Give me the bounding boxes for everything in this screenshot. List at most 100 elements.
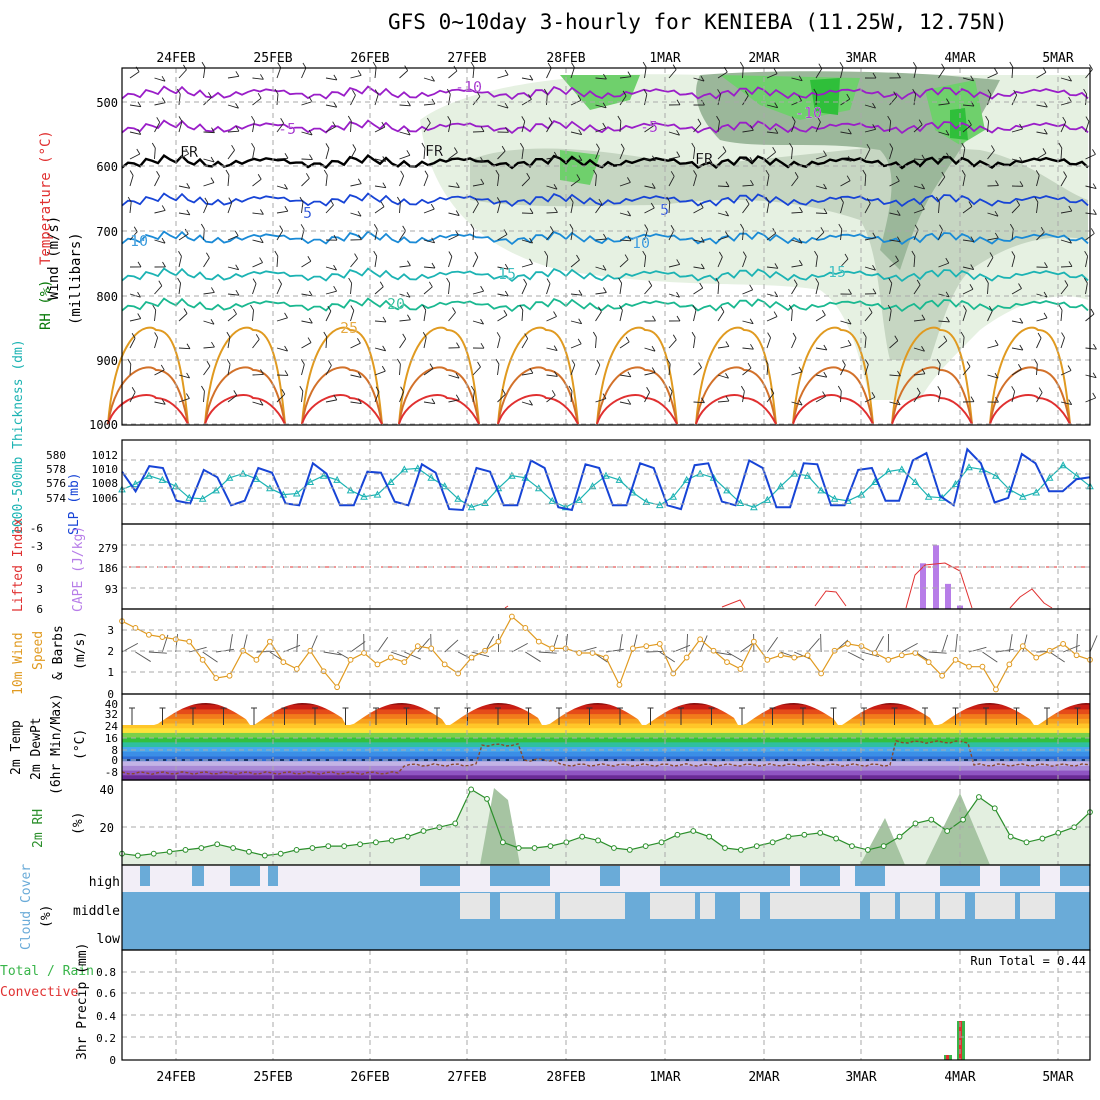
wind-barb-flag xyxy=(407,100,411,107)
wind-barb-flag xyxy=(455,210,460,216)
wind-barb xyxy=(154,369,165,376)
wind-barb xyxy=(693,337,696,349)
wind-barb-flag xyxy=(897,72,901,79)
wind-barb xyxy=(807,638,820,653)
ylabel-dewpt: 2m DewPt xyxy=(29,717,44,780)
wind-barb xyxy=(178,347,191,350)
precip-chart xyxy=(944,1021,965,1060)
wind-barb xyxy=(471,651,490,657)
high-cloud xyxy=(600,866,620,886)
wind-barb xyxy=(717,400,729,403)
wind-barb-flag xyxy=(357,398,362,404)
data-point xyxy=(134,852,141,859)
wind-barb xyxy=(276,67,282,79)
wind-barb xyxy=(791,371,803,376)
date-label-bottom: 3MAR xyxy=(845,1070,876,1085)
data-point xyxy=(320,668,327,675)
wind-barb xyxy=(619,148,625,160)
wind-barb-flag xyxy=(596,359,601,366)
ylabel-wind-units: (m/s) xyxy=(73,631,88,670)
wind-barb-flag xyxy=(251,142,255,149)
data-point xyxy=(939,672,946,679)
wind-barb-flag xyxy=(670,171,675,177)
data-point xyxy=(293,846,300,853)
contour-label: -5 xyxy=(640,118,658,136)
date-label-bottom: 25FEB xyxy=(253,1070,292,1085)
wind-barb-flag xyxy=(921,346,925,352)
wind-barb-flag xyxy=(431,98,436,105)
data-point xyxy=(776,482,785,490)
wind-barb-flag xyxy=(211,127,215,133)
wind-barb-flag xyxy=(989,252,994,258)
wind-barb xyxy=(815,155,827,160)
data-point xyxy=(515,845,522,851)
wind-barb xyxy=(399,70,408,79)
temp-color-band xyxy=(122,709,1090,715)
wind-barb xyxy=(1036,202,1039,214)
wind-barb-flag xyxy=(260,369,264,375)
wind-barb-flag xyxy=(529,258,533,265)
contour-label: FR xyxy=(180,143,199,161)
wind-barb xyxy=(256,650,275,653)
wind-barb xyxy=(404,651,422,660)
wind-barb xyxy=(350,120,352,133)
wind-barb xyxy=(619,401,631,405)
wind-barb xyxy=(938,157,950,160)
wind-barb xyxy=(717,311,725,322)
wind-barb-flag xyxy=(380,201,385,207)
ylabel-temp: 2m Temp xyxy=(9,720,24,775)
temp-color-band xyxy=(122,704,1090,711)
wind-barb xyxy=(448,121,452,133)
wind-barb xyxy=(742,367,752,376)
wind-barb-flag xyxy=(470,61,475,68)
wind-barb xyxy=(766,266,778,269)
wind-barb xyxy=(350,149,357,160)
wind-barb xyxy=(1036,175,1040,187)
wind-barb xyxy=(350,374,362,378)
wind-barb-flag xyxy=(1092,183,1097,189)
wind-barb xyxy=(1036,131,1048,135)
wind-barb xyxy=(570,293,582,296)
wind-barb xyxy=(374,320,386,323)
wind-barb-flag xyxy=(598,306,602,312)
wind-barb xyxy=(693,123,702,133)
wind-barb xyxy=(962,266,974,270)
wind-barb xyxy=(570,343,582,349)
temp-tick: -8 xyxy=(105,766,118,779)
wind-barb xyxy=(840,180,851,187)
wind-barb-flag xyxy=(744,90,749,96)
wind-barb xyxy=(154,77,166,82)
wind-barb xyxy=(546,316,557,322)
wind-barb xyxy=(987,282,989,295)
data-point xyxy=(801,831,808,838)
wind-barb xyxy=(202,651,218,663)
wind-barb xyxy=(472,158,484,163)
wind-barb-flag xyxy=(624,254,629,260)
wind-barb xyxy=(227,175,230,187)
temp-tick: 32 xyxy=(105,708,118,721)
wind-barb-flag xyxy=(186,183,191,189)
wind-barb xyxy=(791,284,798,295)
wind-barb-flag xyxy=(823,208,828,214)
wind-barb xyxy=(570,179,581,187)
temp-tick: 8 xyxy=(111,744,118,757)
high-cloud xyxy=(192,866,204,886)
wind-barb xyxy=(668,69,677,79)
data-point xyxy=(803,471,812,479)
wind-barb xyxy=(203,158,215,163)
ylabel-total-rain: Total / Rain xyxy=(0,964,94,979)
data-point xyxy=(626,846,633,853)
wind-barb xyxy=(742,203,750,214)
data-point xyxy=(1006,661,1013,668)
date-label-top: 25FEB xyxy=(253,51,292,66)
wind-barb-flag xyxy=(887,304,892,311)
data-point xyxy=(674,831,681,838)
wind-barb-flag xyxy=(943,335,948,342)
wind-barb-flag xyxy=(501,389,506,395)
wind-barb xyxy=(791,100,802,106)
wind-barb xyxy=(815,314,826,322)
wind-barb xyxy=(864,148,871,160)
wind-barb-flag xyxy=(521,116,526,122)
wind-barb xyxy=(619,95,627,106)
wind-barb xyxy=(135,651,151,662)
